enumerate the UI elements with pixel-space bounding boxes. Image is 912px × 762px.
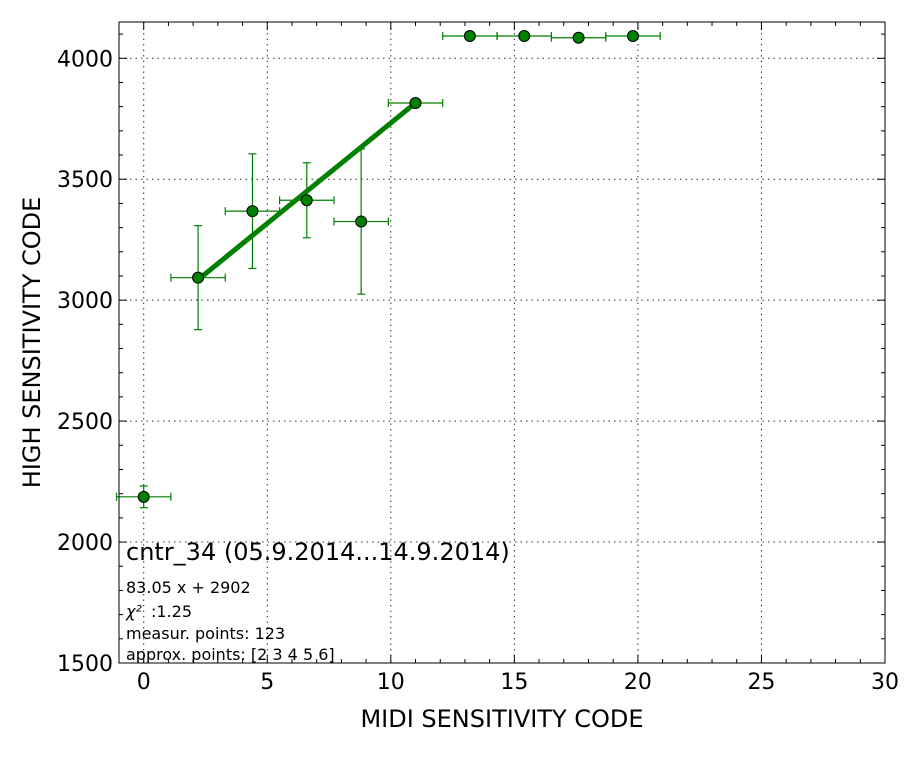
y-axis-label: HIGH SENSITIVITY CODE xyxy=(18,197,46,489)
y-tick-label: 3500 xyxy=(57,168,113,193)
error-bars-layer xyxy=(115,32,661,509)
grid xyxy=(119,22,885,663)
x-axis-label: MIDI SENSITIVITY CODE xyxy=(360,705,643,733)
annotation-chi2-label: χ² xyxy=(125,602,142,621)
data-point xyxy=(355,215,368,228)
data-point xyxy=(137,490,150,503)
data-point xyxy=(572,31,585,44)
annotation-title: cntr_34 (05.9.2014...14.9.2014) xyxy=(126,538,510,566)
x-tick-label: 10 xyxy=(377,670,405,695)
y-tick-label: 2000 xyxy=(57,531,113,556)
annotation-chi2-value: :1.25 xyxy=(151,602,192,621)
y-tick-label: 2500 xyxy=(57,410,113,435)
annotation-block: cntr_34 (05.9.2014...14.9.2014) 83.05 x … xyxy=(125,538,510,664)
annotation-approx-points: approx. points: [2 3 4 5 6] xyxy=(126,645,335,664)
y-tick-label: 3000 xyxy=(57,289,113,314)
annotation-chi2: χ² :1.25 xyxy=(125,602,192,621)
data-point xyxy=(409,97,422,110)
x-tick-label: 20 xyxy=(624,670,652,695)
x-tick-label: 0 xyxy=(137,670,151,695)
y-tick-label: 4000 xyxy=(57,47,113,72)
plot-frame xyxy=(118,21,886,664)
x-tick-label: 15 xyxy=(500,670,528,695)
data-point xyxy=(518,30,531,43)
data-point xyxy=(246,205,259,218)
data-point xyxy=(300,194,313,207)
data-point xyxy=(192,271,205,284)
data-point xyxy=(463,30,476,43)
x-tick-label: 30 xyxy=(871,670,899,695)
y-tick-label: 1500 xyxy=(57,652,113,677)
ticks-layer: 0 5 10 15 20 25 30 1500 2000 2500 3000 3500 4000 xyxy=(57,22,899,695)
annotation-measur-points: measur. points: 123 xyxy=(126,624,285,643)
x-tick-label: 5 xyxy=(260,670,274,695)
markers-layer xyxy=(137,30,639,503)
x-tick-label: 25 xyxy=(747,670,775,695)
data-point xyxy=(626,30,639,43)
annotation-equation: 83.05 x + 2902 xyxy=(126,578,251,597)
